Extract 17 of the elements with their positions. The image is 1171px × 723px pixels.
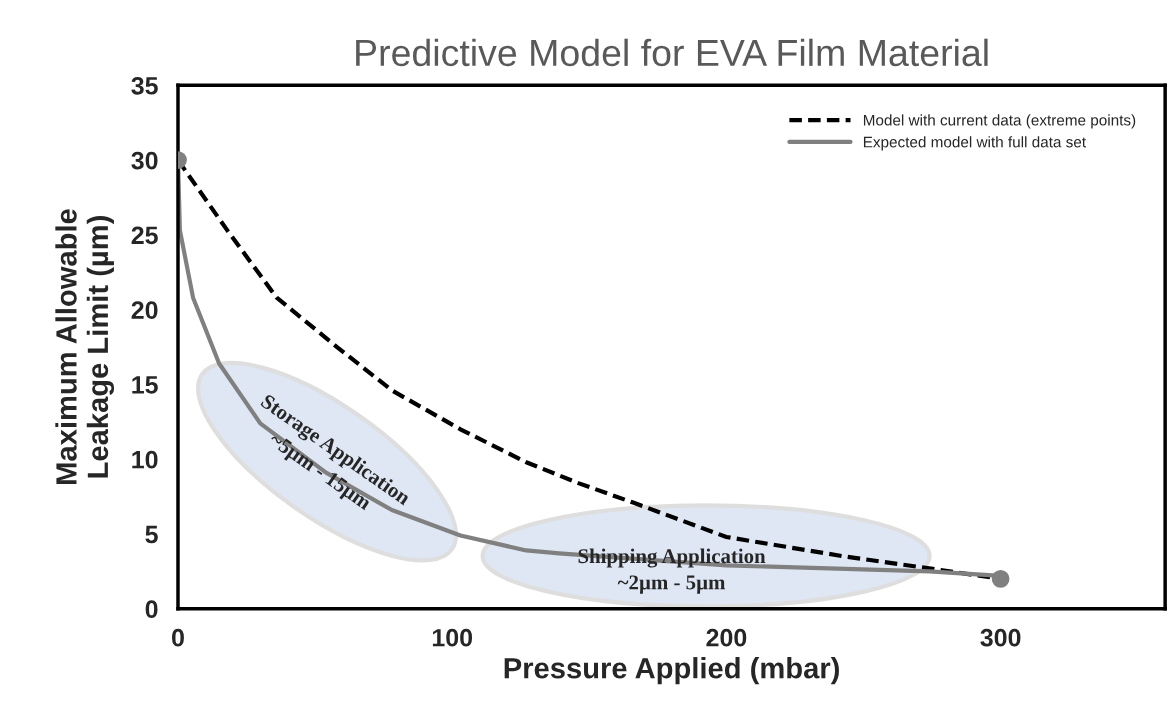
y-tick-label: 25	[131, 226, 158, 245]
legend-label: Expected model with full data set	[863, 136, 1086, 151]
legend-label: Model with current data (extreme points)	[863, 114, 1136, 129]
x-tick-label: 0	[172, 628, 184, 647]
y-tick-label: 0	[145, 600, 158, 619]
y-tick-label: 20	[131, 301, 158, 319]
chart-title: Predictive Model for EVA Film Material	[356, 38, 988, 67]
y-tick-label: 5	[145, 525, 158, 544]
x-tick-label: 200	[706, 628, 747, 647]
y-tick-label: 30	[131, 151, 158, 170]
y-tick-label: 35	[131, 76, 158, 95]
y-axis-title: Maximum Allowable Leakage Limit (µm)	[55, 209, 115, 484]
y-tick-label: 10	[132, 450, 158, 469]
y-tick-label: 15	[132, 376, 158, 394]
x-tick-label: 300	[980, 628, 1021, 647]
x-tick-label: 100	[432, 628, 473, 647]
x-axis-title: Pressure Applied (mbar)	[504, 657, 839, 685]
